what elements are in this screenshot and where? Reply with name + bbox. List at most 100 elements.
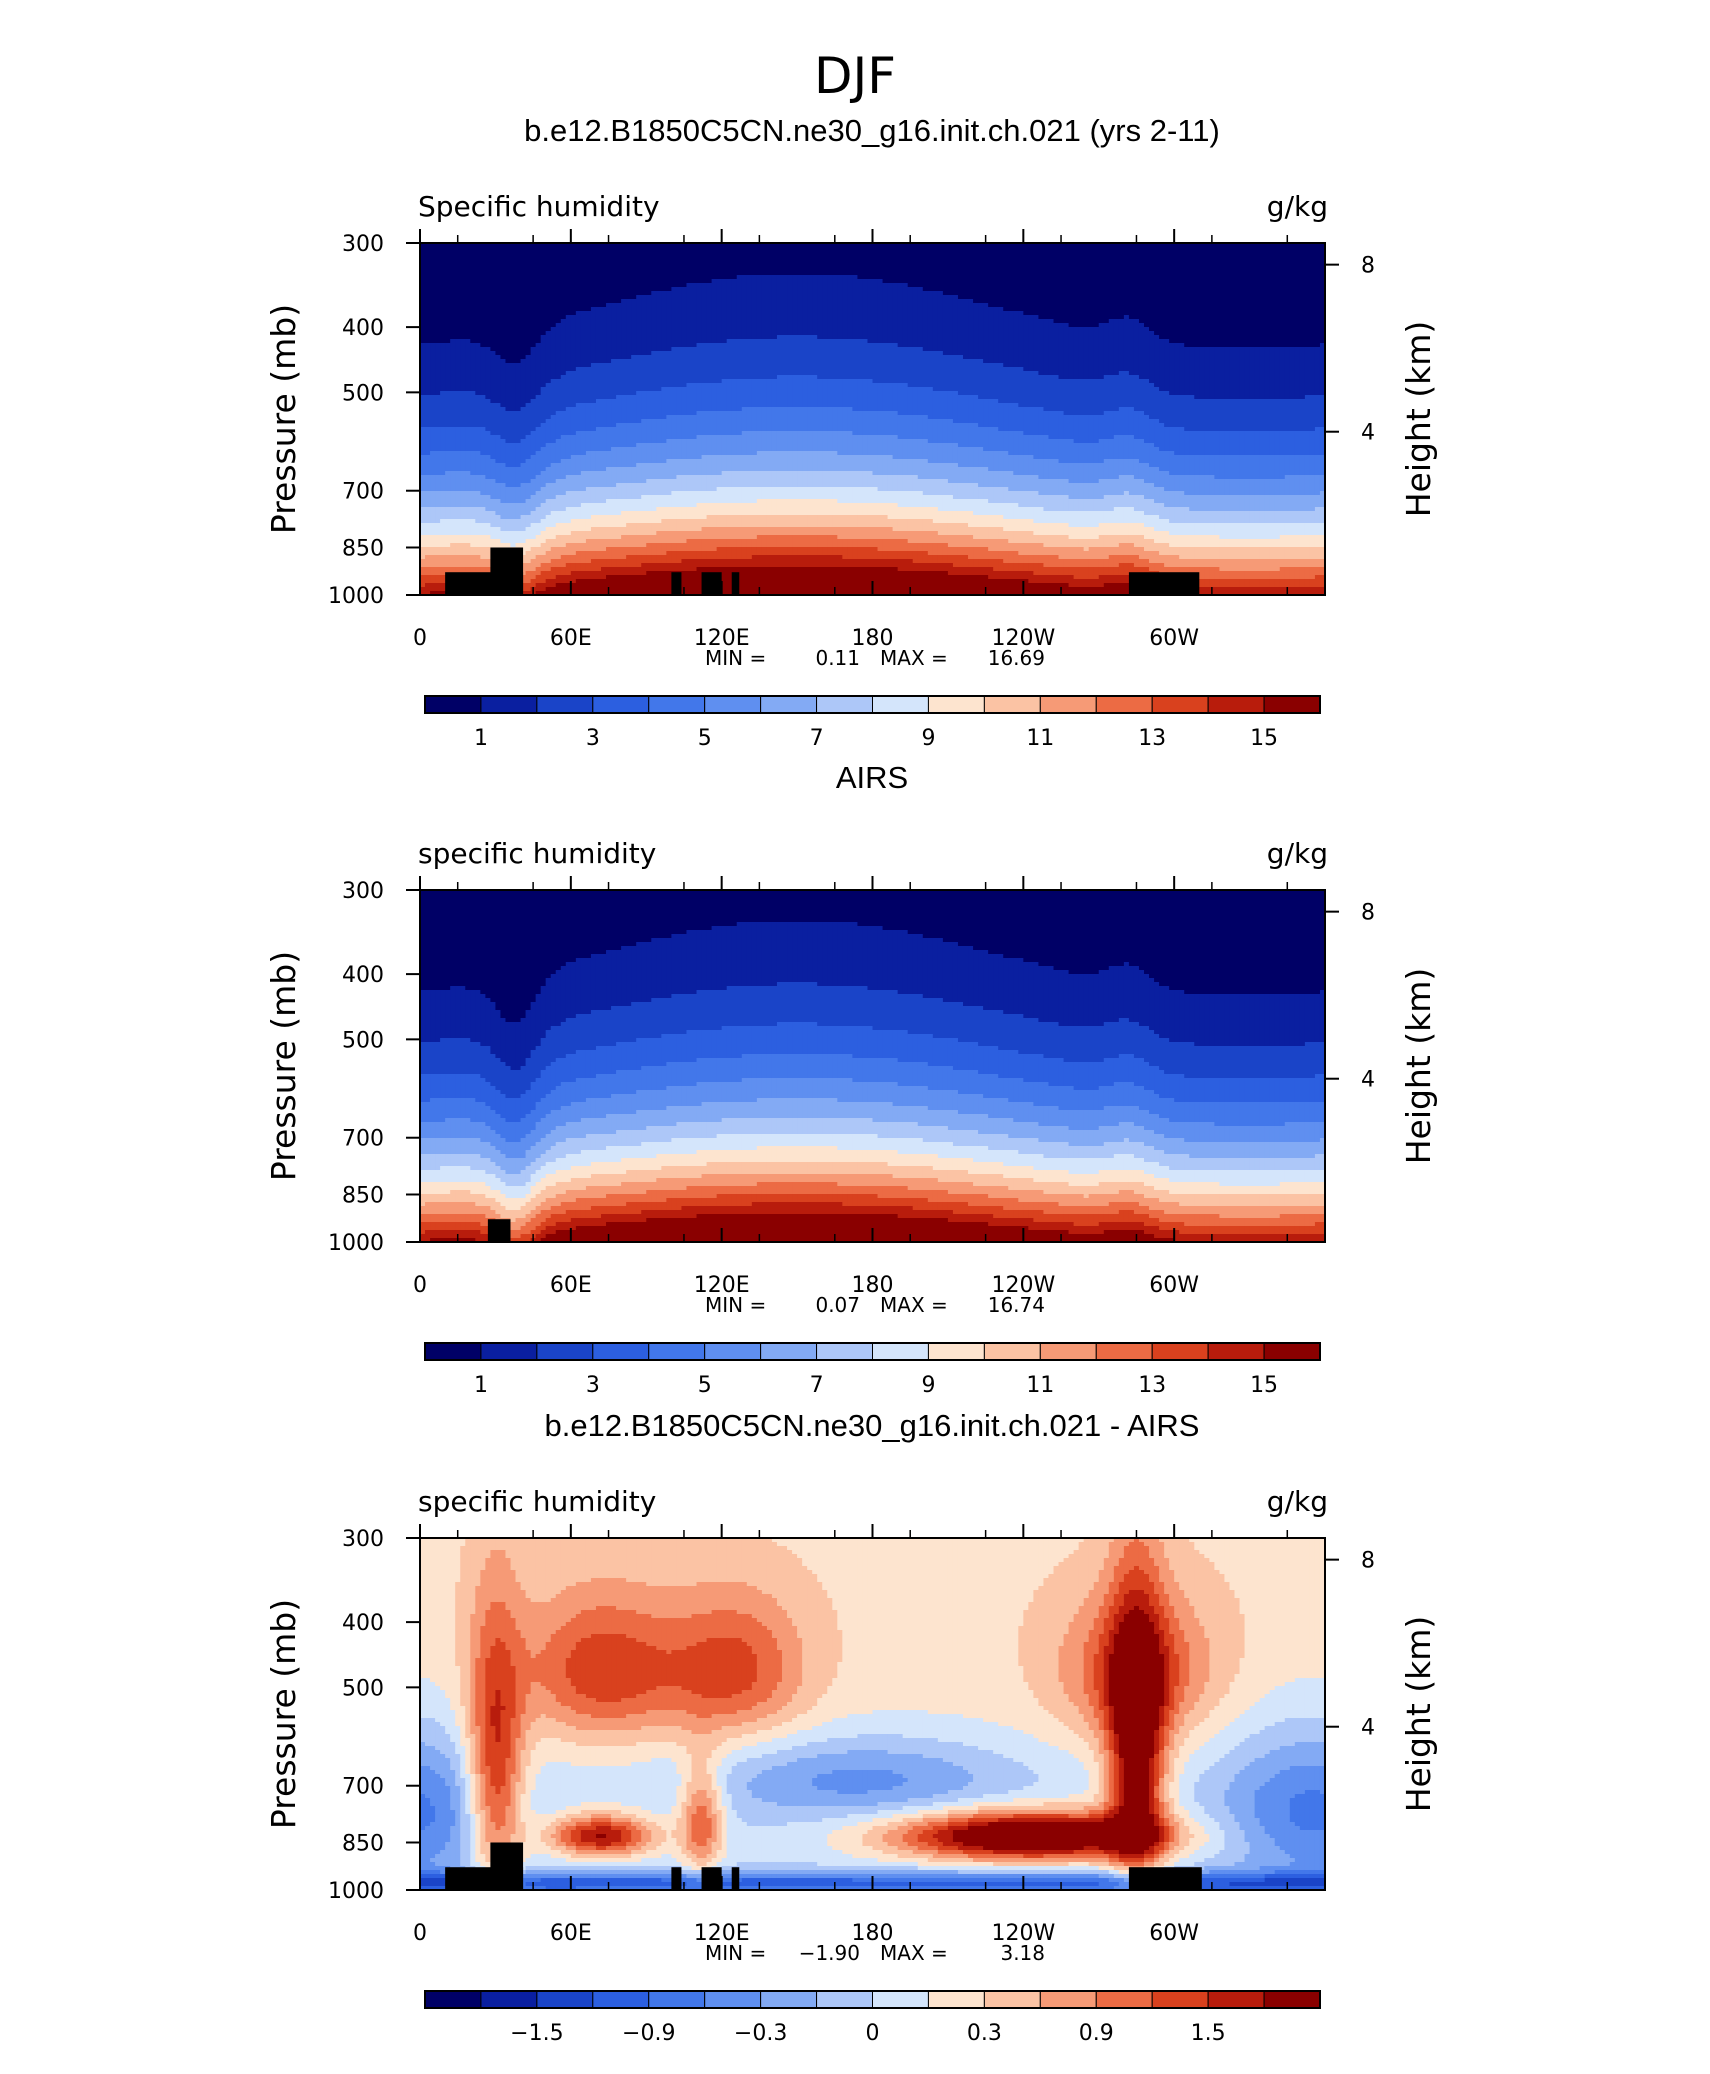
x-tick-label: 0 xyxy=(413,626,427,651)
colorbar-segment xyxy=(649,1343,705,1360)
min-value: 0.07 xyxy=(815,1293,860,1317)
colorbar-segment xyxy=(1208,1343,1264,1360)
colorbar-segment xyxy=(705,1343,761,1360)
colorbar-label: −1.5 xyxy=(510,2021,563,2046)
colorbar-segment xyxy=(425,1991,481,2008)
colorbar-label: 15 xyxy=(1250,726,1278,751)
variable-label: Specific humidity xyxy=(418,190,660,223)
colorbar-segment xyxy=(1208,1991,1264,2008)
right-axis-title: Height (km) xyxy=(1399,1616,1438,1813)
max-label: MAX = xyxy=(880,646,948,670)
colorbar-segment xyxy=(649,696,705,713)
max-value: 16.69 xyxy=(988,646,1045,670)
units-label: g/kg xyxy=(1267,190,1328,223)
y-axis-title: Pressure (mb) xyxy=(264,951,303,1181)
colorbar-segment xyxy=(425,1343,481,1360)
colorbar-label: −0.3 xyxy=(734,2021,787,2046)
max-label: MAX = xyxy=(880,1293,948,1317)
right-axis-title: Height (km) xyxy=(1399,968,1438,1165)
height-tick-label: 8 xyxy=(1361,254,1375,279)
y-tick-label: 300 xyxy=(342,232,384,257)
x-tick-label: 60W xyxy=(1149,1273,1199,1298)
figure-title: DJF xyxy=(814,47,896,105)
colorbar-segment xyxy=(537,1991,593,2008)
terrain-mask xyxy=(490,547,523,595)
panels: b.e12.B1850C5CN.ne30_g16.init.ch.021 (yr… xyxy=(264,113,1438,2046)
variable-label: specific humidity xyxy=(418,1485,656,1518)
colorbar-segment xyxy=(1264,1991,1320,2008)
colorbar-segment xyxy=(1040,1991,1096,2008)
y-tick-label: 1000 xyxy=(328,1231,384,1256)
panel-3: b.e12.B1850C5CN.ne30_g16.init.ch.021 - A… xyxy=(264,1408,1438,2046)
y-tick-label: 400 xyxy=(342,963,384,988)
colorbar-label: 11 xyxy=(1026,726,1054,751)
colorbar-segment xyxy=(1096,1991,1152,2008)
colorbar-segment xyxy=(817,1343,873,1360)
y-tick-label: 700 xyxy=(342,1127,384,1152)
colorbar-segment xyxy=(928,1991,984,2008)
colorbar-label: 7 xyxy=(810,1373,824,1398)
colorbar-label: 9 xyxy=(921,726,935,751)
colorbar-segment xyxy=(817,1991,873,2008)
min-label: MIN = xyxy=(705,646,766,670)
colorbar-label: 13 xyxy=(1138,1373,1166,1398)
height-tick-label: 8 xyxy=(1361,1549,1375,1574)
colorbar-segment xyxy=(705,1991,761,2008)
colorbar-segment xyxy=(1096,696,1152,713)
colorbar-segment xyxy=(928,1343,984,1360)
x-tick-label: 60W xyxy=(1149,626,1199,651)
x-tick-label: 60E xyxy=(550,1273,592,1298)
colorbar-label: 7 xyxy=(810,726,824,751)
height-tick-label: 8 xyxy=(1361,901,1375,926)
terrain-mask xyxy=(490,1842,523,1890)
right-axis-title: Height (km) xyxy=(1399,321,1438,518)
colorbar-segment xyxy=(1264,1343,1320,1360)
x-tick-label: 60W xyxy=(1149,1921,1199,1946)
units-label: g/kg xyxy=(1267,837,1328,870)
colorbar-label: 0.3 xyxy=(967,2021,1002,2046)
colorbar-label: −0.9 xyxy=(622,2021,675,2046)
min-value: −1.90 xyxy=(799,1941,860,1965)
y-tick-label: 400 xyxy=(342,1611,384,1636)
colorbar-segment xyxy=(649,1991,705,2008)
heatmap-field xyxy=(420,243,1326,596)
y-tick-label: 400 xyxy=(342,316,384,341)
y-tick-label: 700 xyxy=(342,480,384,505)
x-tick-label: 0 xyxy=(413,1921,427,1946)
height-tick-label: 4 xyxy=(1361,1068,1375,1093)
y-axis-title: Pressure (mb) xyxy=(264,1599,303,1829)
y-tick-label: 850 xyxy=(342,1183,384,1208)
colorbar-label: 9 xyxy=(921,1373,935,1398)
colorbar-segment xyxy=(593,1991,649,2008)
colorbar-label: 15 xyxy=(1250,1373,1278,1398)
colorbar-segment xyxy=(425,696,481,713)
y-tick-label: 500 xyxy=(342,1676,384,1701)
colorbar-segment xyxy=(481,1343,537,1360)
colorbar-label: 5 xyxy=(698,726,712,751)
colorbar-segment xyxy=(1096,1343,1152,1360)
heatmap-field xyxy=(420,890,1326,1243)
terrain-mask xyxy=(671,572,681,595)
x-tick-label: 60E xyxy=(550,626,592,651)
max-value: 16.74 xyxy=(988,1293,1045,1317)
terrain-mask xyxy=(488,1219,511,1242)
terrain-mask xyxy=(671,1867,681,1890)
colorbar-segment xyxy=(817,696,873,713)
max-value: 3.18 xyxy=(1000,1941,1045,1965)
colorbar-segment xyxy=(984,696,1040,713)
colorbar-segment xyxy=(1152,1991,1208,2008)
colorbar-segment xyxy=(481,696,537,713)
colorbar-segment xyxy=(537,696,593,713)
y-tick-label: 850 xyxy=(342,536,384,561)
panel-title: b.e12.B1850C5CN.ne30_g16.init.ch.021 - A… xyxy=(545,1408,1200,1443)
colorbar-segment xyxy=(593,1343,649,1360)
y-tick-label: 1000 xyxy=(328,584,384,609)
colorbar-label: 1 xyxy=(474,726,488,751)
panel-1: b.e12.B1850C5CN.ne30_g16.init.ch.021 (yr… xyxy=(264,113,1438,751)
x-tick-label: 0 xyxy=(413,1273,427,1298)
colorbar-segment xyxy=(873,1343,929,1360)
colorbar-label: 3 xyxy=(586,726,600,751)
y-tick-label: 850 xyxy=(342,1831,384,1856)
